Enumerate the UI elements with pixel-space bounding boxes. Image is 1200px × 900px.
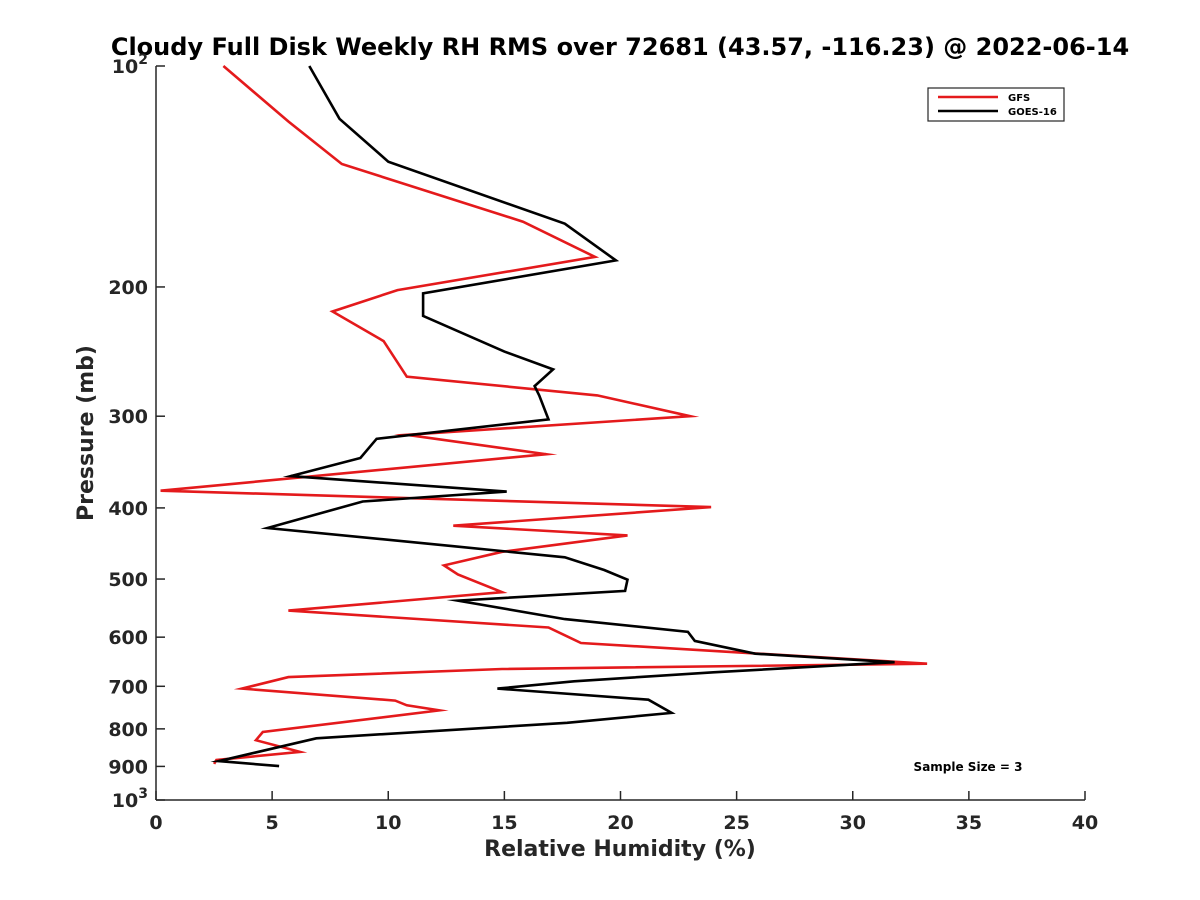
series-layer bbox=[160, 65, 928, 768]
x-tick-label: 15 bbox=[491, 812, 517, 834]
y-tick-label: 103 bbox=[112, 786, 148, 812]
y-tick-label: 700 bbox=[108, 676, 148, 698]
y-tick-label: 800 bbox=[108, 719, 148, 741]
y-tick-label: 600 bbox=[108, 627, 148, 649]
legend-label-gfs: GFS bbox=[1008, 93, 1030, 104]
y-tick-label: 500 bbox=[108, 569, 148, 591]
legend: GFS GOES-16 bbox=[927, 87, 1065, 122]
x-tick-label: 0 bbox=[149, 812, 162, 834]
legend-label-goes-16: GOES-16 bbox=[1008, 107, 1057, 118]
x-tick-label: 10 bbox=[375, 812, 401, 834]
y-tick-label: 900 bbox=[108, 756, 148, 778]
x-tick-label: 20 bbox=[607, 812, 633, 834]
chart-title: Cloudy Full Disk Weekly RH RMS over 7268… bbox=[111, 33, 1129, 61]
axes-layer: 0 5 10 15 20 25 30 35 40 102 200 300 400 500 600 700 800… bbox=[108, 52, 1098, 834]
plot-background bbox=[156, 66, 1085, 800]
x-tick-label: 40 bbox=[1072, 812, 1098, 834]
y-tick-label: 400 bbox=[108, 498, 148, 520]
y-tick-label: 200 bbox=[108, 277, 148, 299]
x-tick-label: 35 bbox=[956, 812, 982, 834]
y-tick-label: 300 bbox=[108, 406, 148, 428]
sample-size-annotation: Sample Size = 3 bbox=[914, 760, 1023, 774]
x-tick-label: 5 bbox=[266, 812, 279, 834]
series-line-gfs bbox=[160, 65, 928, 765]
series-line-goes-16 bbox=[210, 65, 895, 768]
x-axis-label: Relative Humidity (%) bbox=[484, 837, 756, 862]
y-tick-label: 102 bbox=[112, 52, 148, 78]
x-tick-label: 30 bbox=[840, 812, 866, 834]
x-tick-label: 25 bbox=[723, 812, 749, 834]
legend-box bbox=[927, 87, 1065, 122]
y-axis-label: Pressure (mb) bbox=[74, 345, 99, 521]
plot-area bbox=[156, 66, 1085, 800]
